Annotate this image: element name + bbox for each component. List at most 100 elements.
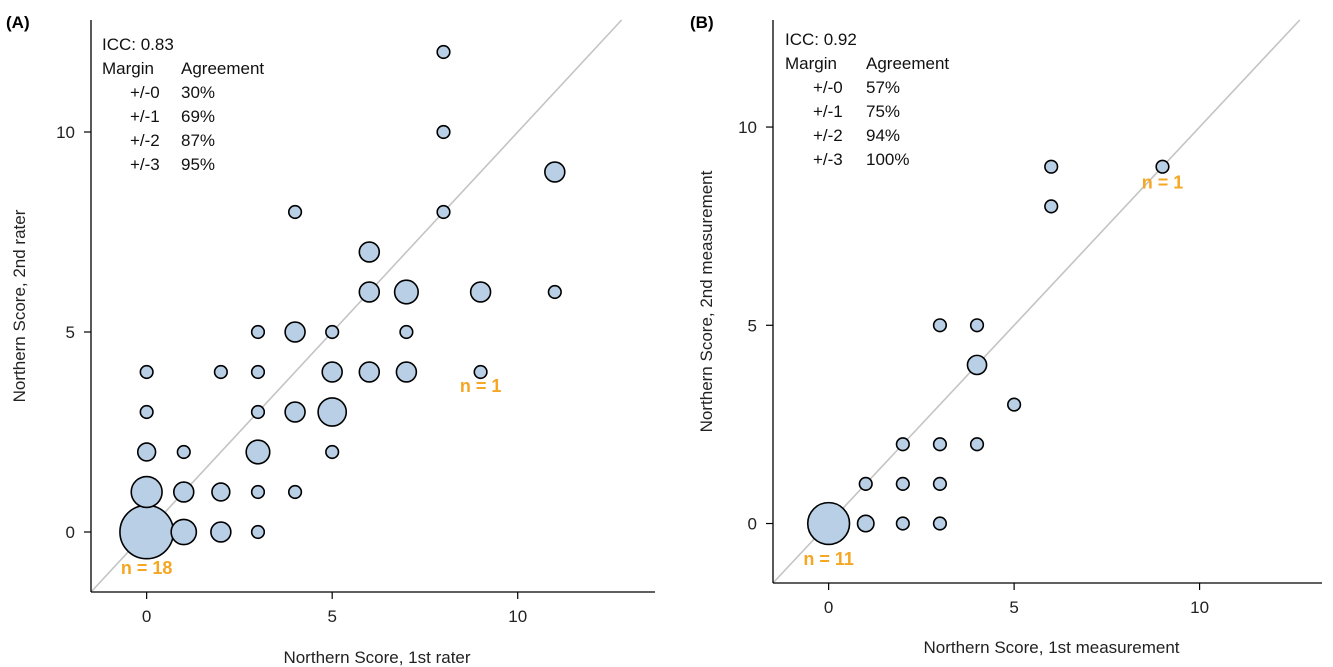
data-bubble [1044,199,1059,214]
stats-header-margin: Margin [102,59,154,78]
data-bubble [858,476,873,491]
data-bubble [932,437,948,452]
x-axis-title: Northern Score, 1st rater [283,648,470,667]
data-bubble [806,501,851,546]
y-tick-label: 5 [748,316,757,335]
stats-margin-cell: +/-0 [813,78,843,97]
data-bubble [436,204,451,220]
y-axis-title: Northern Score, 2nd rater [10,209,29,402]
stats-agreement-cell: 94% [866,126,900,145]
data-bubble [284,321,306,343]
data-bubble [284,401,306,423]
x-tick-label: 5 [327,607,336,626]
panel-a: (A) 0 5 10 0 5 10 Northern Score, 1st rater Nort… [6,13,655,667]
x-tick-label: 10 [1190,598,1209,617]
data-bubble [245,439,271,465]
stats-agreement-cell: 75% [866,102,900,121]
data-bubble [932,476,948,491]
count-annotation: n = 1 [1142,173,1184,193]
data-bubble [325,444,340,460]
data-bubble [250,404,266,420]
count-annotation: n = 1 [460,376,502,396]
y-tick-label: 0 [66,523,75,542]
stats-agreement-cell: 95% [181,155,215,174]
data-bubble [317,397,348,427]
panel-label: (B) [690,13,714,32]
data-bubble [130,475,163,509]
data-bubble [176,444,191,460]
data-bubble [856,514,875,533]
y-tick-label: 5 [66,323,75,342]
data-bubble [436,124,451,140]
panel-b: (B) 0 5 10 0 5 10 Northern Score, 1st measureme… [690,13,1322,657]
data-bubble [547,284,562,300]
data-bubble [287,204,303,220]
stats-margin-cell: +/-1 [813,102,843,121]
data-bubble [119,504,175,560]
stats-header-agreement: Agreement [866,54,949,73]
stats-margin-cell: +/-2 [130,131,160,150]
data-bubble [139,404,154,420]
icc-value: ICC: 0.92 [785,30,857,49]
data-bubble [895,516,910,531]
data-bubble [250,324,266,340]
y-tick-label: 0 [748,515,757,534]
identity-line [772,19,1301,584]
data-bubble [211,482,231,502]
data-bubble [544,161,566,183]
count-annotation: n = 11 [803,549,854,569]
data-bubble [395,361,418,383]
stats-header-agreement: Agreement [181,59,264,78]
data-bubble [436,44,451,60]
stats-margin-cell: +/-3 [813,150,843,169]
data-bubble [895,476,910,491]
data-bubble [136,442,157,462]
identity-line [90,19,623,593]
x-axis-title: Northern Score, 1st measurement [923,638,1179,657]
panel-label: (A) [6,13,30,32]
data-bubble [321,361,343,383]
data-bubble [173,481,195,503]
data-bubble [325,324,340,340]
x-tick-label: 0 [824,598,833,617]
stats-header-margin: Margin [785,54,837,73]
data-bubble [469,281,492,303]
data-bubble [1155,159,1170,174]
data-bubble [287,484,303,500]
data-bubble [895,437,910,452]
data-bubble [250,524,266,540]
data-bubble [358,281,381,303]
data-bubble [250,364,266,380]
stats-agreement-cell: 69% [181,107,215,126]
x-tick-label: 0 [142,607,151,626]
data-bubble [250,484,266,500]
y-tick-label: 10 [738,118,757,137]
data-bubble [932,516,948,531]
data-bubble [210,521,232,543]
data-bubble [358,361,381,383]
icc-value: ICC: 0.83 [102,35,174,54]
data-bubble [1007,397,1022,412]
stats-margin-cell: +/-0 [130,83,160,102]
data-bubble [358,241,381,263]
data-bubble [213,364,228,380]
data-bubble [966,354,988,376]
stats-margin-cell: +/-1 [130,107,160,126]
data-bubble [932,318,948,333]
stats-agreement-cell: 30% [181,83,215,102]
stats-agreement-cell: 57% [866,78,900,97]
x-tick-label: 10 [508,607,527,626]
x-tick-label: 5 [1009,598,1018,617]
stats-margin-cell: +/-2 [813,126,843,145]
data-bubble [393,279,419,305]
stats-agreement-cell: 100% [866,150,909,169]
data-bubble [399,324,414,340]
data-bubble [170,518,198,546]
stats-agreement-cell: 87% [181,131,215,150]
y-tick-label: 10 [56,123,75,142]
data-bubble [1044,159,1059,174]
data-bubble [139,364,154,380]
y-axis-title: Northern Score, 2nd measurement [697,170,716,432]
data-bubble [473,364,488,380]
